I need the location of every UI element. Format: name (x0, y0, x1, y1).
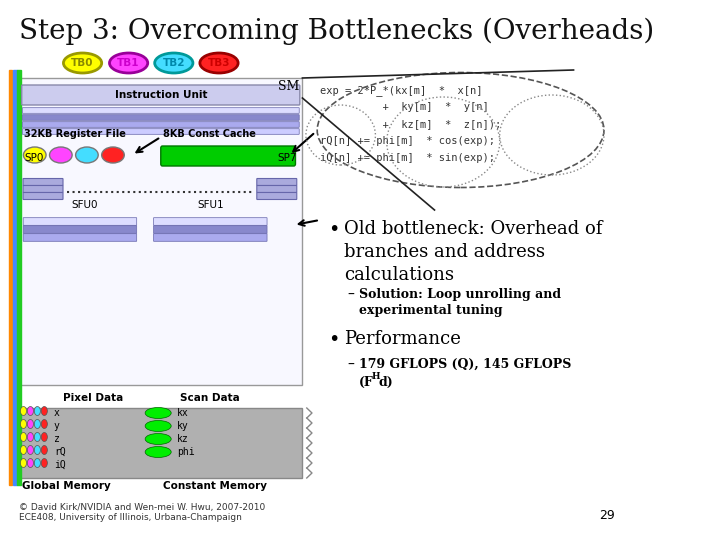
Text: iQ: iQ (54, 460, 66, 470)
Text: Constant Memory: Constant Memory (163, 481, 266, 491)
Bar (17, 70, 21, 485)
Text: (F: (F (359, 376, 374, 389)
FancyBboxPatch shape (257, 186, 297, 192)
Ellipse shape (109, 53, 148, 73)
Text: TB0: TB0 (71, 58, 94, 68)
Text: +  ky[m]  *  y[n]: + ky[m] * y[n] (320, 102, 489, 112)
Text: rQ: rQ (54, 447, 66, 457)
Bar (13, 70, 17, 485)
Ellipse shape (41, 420, 48, 429)
Ellipse shape (50, 147, 72, 163)
Ellipse shape (35, 433, 40, 442)
Ellipse shape (20, 446, 27, 455)
Text: H: H (372, 372, 380, 381)
Ellipse shape (20, 433, 27, 442)
Bar (19, 408, 302, 478)
Text: 179 GFLOPS (Q), 145 GFLOPS: 179 GFLOPS (Q), 145 GFLOPS (359, 358, 571, 371)
FancyBboxPatch shape (153, 218, 267, 225)
Ellipse shape (41, 446, 48, 455)
Text: iQ[n] += phi[m]  * sin(exp);: iQ[n] += phi[m] * sin(exp); (320, 153, 495, 163)
Text: SP0: SP0 (24, 153, 44, 163)
Text: SFU1: SFU1 (197, 200, 224, 210)
Text: z: z (54, 434, 60, 444)
Ellipse shape (41, 433, 48, 442)
Text: x: x (54, 408, 60, 418)
Ellipse shape (145, 408, 171, 418)
Text: SM: SM (279, 80, 300, 93)
FancyBboxPatch shape (22, 129, 300, 134)
Text: d): d) (378, 376, 393, 389)
FancyBboxPatch shape (23, 218, 137, 225)
Text: kz: kz (177, 434, 189, 444)
Ellipse shape (145, 447, 171, 457)
Text: TB2: TB2 (163, 58, 185, 68)
FancyBboxPatch shape (23, 192, 63, 199)
Ellipse shape (145, 434, 171, 444)
FancyBboxPatch shape (22, 85, 300, 105)
Text: Performance: Performance (344, 330, 461, 348)
Ellipse shape (41, 458, 48, 468)
Text: TB3: TB3 (208, 58, 230, 68)
Text: TB1: TB1 (117, 58, 140, 68)
FancyBboxPatch shape (153, 226, 267, 233)
Ellipse shape (35, 407, 40, 415)
Text: © David Kirk/NVIDIA and Wen-mei W. Hwu, 2007-2010
ECE408, University of Illinois: © David Kirk/NVIDIA and Wen-mei W. Hwu, … (19, 503, 266, 522)
Ellipse shape (20, 420, 27, 429)
Text: SFU0: SFU0 (71, 200, 97, 210)
Ellipse shape (20, 407, 27, 415)
FancyBboxPatch shape (257, 179, 297, 186)
Text: exp = 2*P_*(kx[m]  *  x[n]: exp = 2*P_*(kx[m] * x[n] (320, 85, 482, 96)
Ellipse shape (41, 407, 48, 415)
Ellipse shape (102, 147, 125, 163)
Ellipse shape (63, 53, 102, 73)
Ellipse shape (35, 446, 40, 455)
FancyBboxPatch shape (161, 146, 295, 166)
Text: Pixel Data: Pixel Data (63, 393, 123, 403)
FancyBboxPatch shape (153, 234, 267, 241)
Text: phi: phi (177, 447, 195, 457)
Text: 8KB Const Cache: 8KB Const Cache (163, 129, 256, 139)
FancyBboxPatch shape (22, 107, 300, 113)
FancyBboxPatch shape (23, 234, 137, 241)
Text: Scan Data: Scan Data (180, 393, 240, 403)
Text: SP7: SP7 (278, 153, 297, 163)
FancyBboxPatch shape (22, 122, 300, 127)
Ellipse shape (27, 433, 33, 442)
Ellipse shape (76, 147, 98, 163)
Text: y: y (54, 421, 60, 431)
Ellipse shape (27, 446, 33, 455)
Ellipse shape (20, 458, 27, 468)
Ellipse shape (27, 420, 33, 429)
Text: Old bottleneck: Overhead of
branches and address
calculations: Old bottleneck: Overhead of branches and… (344, 220, 603, 284)
Text: •: • (328, 330, 340, 349)
Ellipse shape (35, 420, 40, 429)
Text: –: – (348, 288, 354, 302)
Ellipse shape (145, 421, 171, 431)
Ellipse shape (35, 458, 40, 468)
Ellipse shape (200, 53, 238, 73)
Text: 29: 29 (600, 509, 616, 522)
Text: +  kz[m]  *  z[n]);: + kz[m] * z[n]); (320, 119, 501, 129)
Ellipse shape (24, 147, 46, 163)
FancyBboxPatch shape (257, 192, 297, 199)
Text: Global Memory: Global Memory (22, 481, 110, 491)
FancyBboxPatch shape (23, 179, 63, 186)
Text: kx: kx (177, 408, 189, 418)
FancyBboxPatch shape (23, 226, 137, 233)
Text: Instruction Unit: Instruction Unit (114, 90, 207, 100)
Ellipse shape (27, 458, 33, 468)
Text: –: – (348, 358, 354, 372)
Bar (9, 70, 12, 485)
Ellipse shape (27, 407, 33, 415)
Text: ky: ky (177, 421, 189, 431)
Text: Solution: Loop unrolling and
experimental tuning: Solution: Loop unrolling and experimenta… (359, 288, 561, 317)
FancyBboxPatch shape (23, 186, 63, 192)
Ellipse shape (155, 53, 193, 73)
FancyBboxPatch shape (22, 114, 300, 120)
Text: 32KB Register File: 32KB Register File (24, 129, 126, 139)
Text: rQ[n] += phi[m]  * cos(exp);: rQ[n] += phi[m] * cos(exp); (320, 136, 495, 146)
Text: Step 3: Overcoming Bottlenecks (Overheads): Step 3: Overcoming Bottlenecks (Overhead… (19, 18, 654, 45)
Text: •: • (328, 220, 340, 239)
Bar (19, 78, 302, 385)
